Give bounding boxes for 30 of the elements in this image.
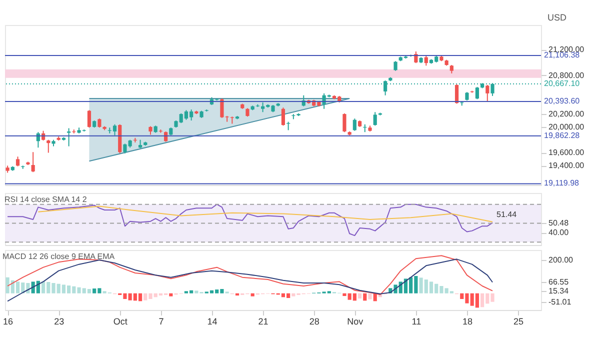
x-tick-label: 25 (514, 316, 524, 326)
x-tick-label: Nov (347, 316, 364, 326)
data-label: 51.44 (496, 210, 518, 219)
ref-line-label: 20,667.10 (544, 78, 580, 88)
ref-line-label: 19,862.28 (544, 130, 580, 140)
x-tick-label: 21 (258, 316, 268, 326)
y-tick-label: 19,400.00 (548, 161, 585, 170)
y-axis-title: USD (548, 12, 567, 22)
chart-title: MACD 12 26 close 9 EMA EMA (2, 252, 116, 261)
y-tick-label: -51.01 (548, 297, 572, 306)
ref-line-label: 19,119.98 (544, 178, 580, 188)
y-tick-label: 200.00 (548, 256, 574, 264)
x-tick-label: 14 (207, 316, 218, 326)
x-tick-label: 7 (158, 316, 164, 326)
y-tick-label: 20,000.00 (548, 122, 585, 132)
y-tick-label: 20,200.00 (548, 110, 585, 119)
x-tick-label: 16 (3, 316, 14, 326)
y-tick-label: 15.34 (548, 286, 570, 296)
ref-line-label: 20,393.60 (544, 96, 580, 106)
y-tick-label: 20,800.00 (548, 70, 585, 80)
x-tick-label: 11 (412, 316, 422, 326)
y-tick-label: 40.00 (548, 228, 570, 238)
x-tick-label: Oct (113, 316, 128, 326)
x-tick-label: 18 (462, 316, 472, 326)
y-tick-label: 50.48 (548, 218, 570, 228)
x-tick-label: 23 (54, 316, 64, 326)
y-tick-label: 66.55 (548, 278, 570, 287)
x-tick-label: 28 (309, 316, 320, 326)
y-tick-label: 19,600.00 (548, 148, 585, 158)
chart-title: RSI 14 close SMA 14 2 (4, 195, 88, 204)
